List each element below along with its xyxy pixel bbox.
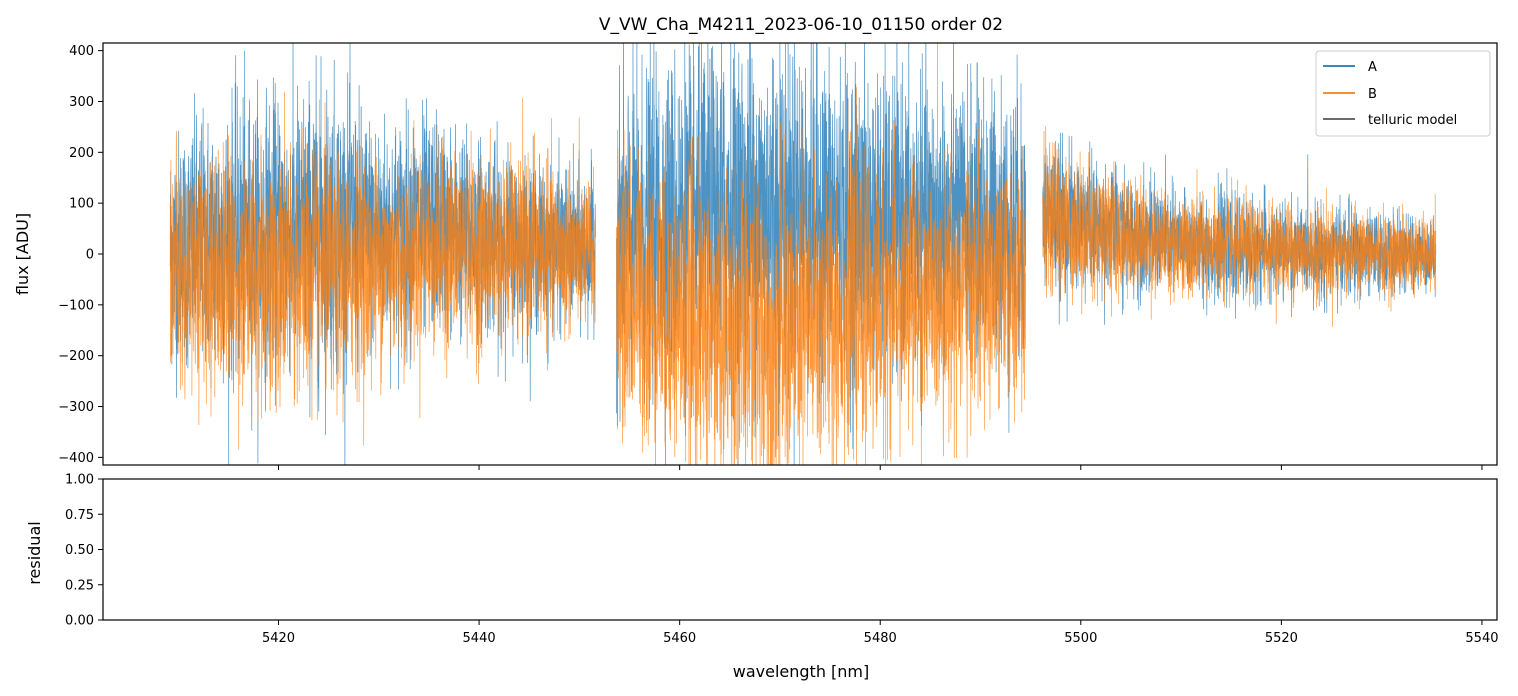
flux-y-tick-label: −100 bbox=[58, 298, 94, 313]
chart-title: V_VW_Cha_M4211_2023-06-10_01150 order 02 bbox=[599, 15, 1003, 35]
legend: A B telluric model bbox=[1315, 50, 1491, 137]
flux-y-tick-label: 400 bbox=[69, 44, 94, 59]
flux-y-ticks: −400 −300 −200 −100 0 100 200 300 400 bbox=[58, 44, 103, 466]
residual-x-tick-label: 5500 bbox=[1064, 631, 1097, 646]
flux-panel: −400 −300 −200 −100 0 100 200 300 400 flux [ADU]… bbox=[13, 42, 1498, 470]
legend-label-telluric: telluric model bbox=[1368, 113, 1457, 128]
flux-y-tick-label: 200 bbox=[69, 146, 94, 161]
flux-y-tick-label: −400 bbox=[58, 451, 94, 466]
residual-x-ticks: 5420 5440 5460 5480 5500 5520 5540 bbox=[262, 620, 1499, 646]
residual-y-ticks: 0.00 0.25 0.50 0.75 1.00 bbox=[65, 473, 103, 629]
legend-box bbox=[1315, 50, 1491, 137]
series-b-segment-3 bbox=[1042, 126, 1437, 328]
flux-x-ticks bbox=[278, 465, 1483, 470]
flux-y-tick-label: −300 bbox=[58, 400, 94, 415]
flux-y-tick-label: 300 bbox=[69, 95, 94, 110]
legend-label-b: B bbox=[1368, 87, 1377, 102]
flux-series-group bbox=[169, 43, 1437, 465]
residual-x-tick-label: 5540 bbox=[1465, 631, 1498, 646]
series-b-segment-2 bbox=[616, 43, 1026, 465]
residual-y-tick-label: 0.25 bbox=[65, 578, 94, 593]
residual-y-tick-label: 1.00 bbox=[65, 473, 94, 488]
residual-x-tick-label: 5420 bbox=[262, 631, 295, 646]
residual-x-tick-label: 5460 bbox=[663, 631, 696, 646]
residual-y-axis-label: residual bbox=[25, 521, 44, 584]
residual-x-tick-label: 5440 bbox=[463, 631, 496, 646]
residual-panel: 0.00 0.25 0.50 0.75 1.00 5420 5440 5460 5480 550… bbox=[25, 473, 1499, 682]
flux-y-tick-label: −200 bbox=[58, 349, 94, 364]
flux-y-tick-label: 0 bbox=[86, 248, 94, 263]
flux-y-tick-label: 100 bbox=[69, 197, 94, 212]
series-b-segment-1 bbox=[169, 92, 596, 450]
flux-y-axis-label: flux [ADU] bbox=[13, 213, 32, 295]
residual-y-tick-label: 0.50 bbox=[65, 543, 94, 558]
residual-y-tick-label: 0.75 bbox=[65, 508, 94, 523]
residual-y-tick-label: 0.00 bbox=[65, 614, 94, 629]
residual-x-tick-label: 5480 bbox=[864, 631, 897, 646]
x-axis-label: wavelength [nm] bbox=[733, 662, 870, 681]
legend-label-a: A bbox=[1368, 60, 1377, 75]
residual-x-tick-label: 5520 bbox=[1265, 631, 1298, 646]
